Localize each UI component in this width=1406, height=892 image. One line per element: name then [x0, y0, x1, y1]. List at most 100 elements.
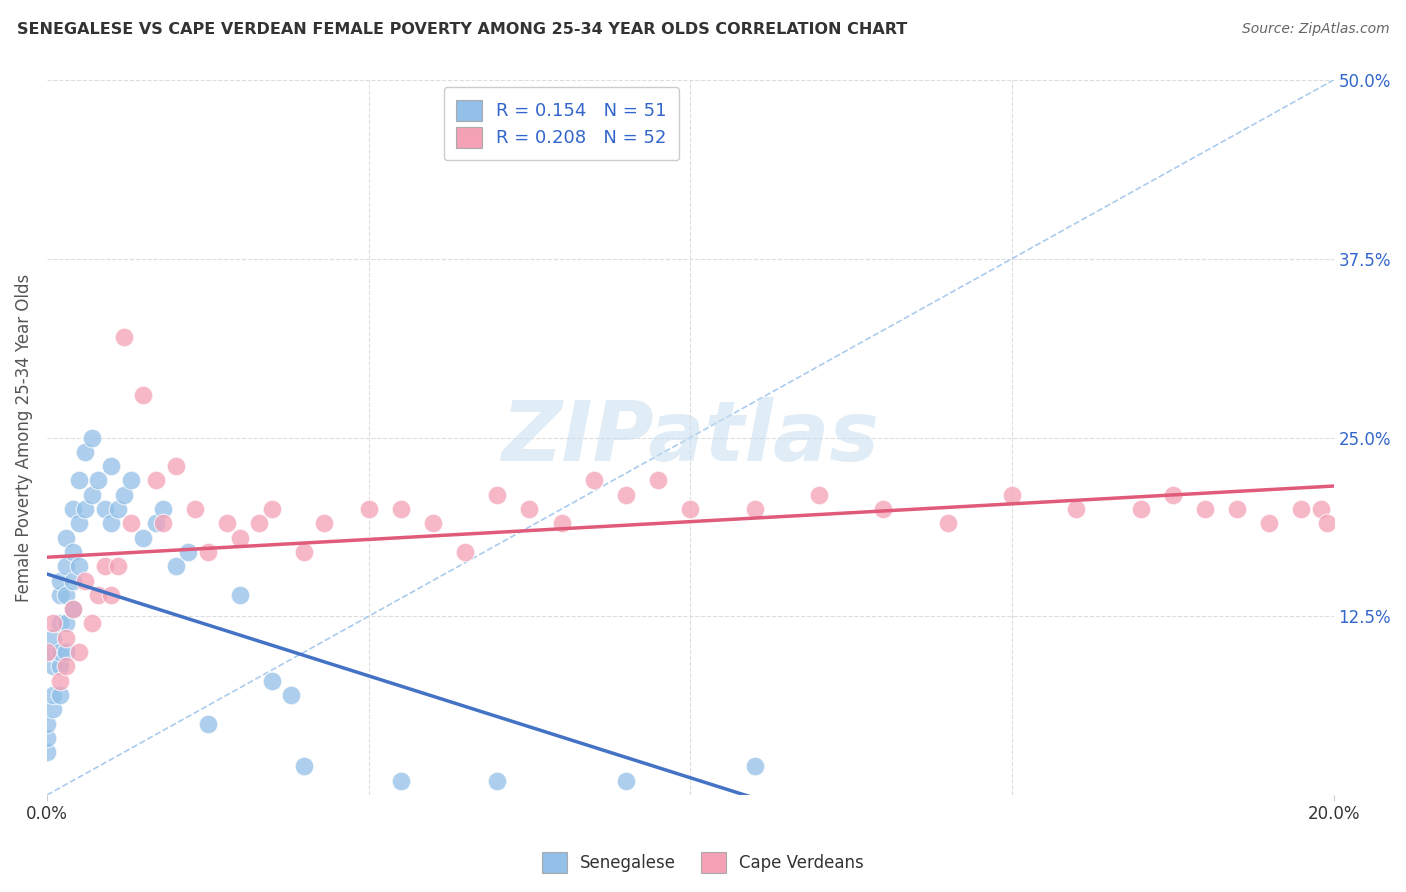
Point — [49, 616, 72, 631]
Text: ZIPatlas: ZIPatlas — [502, 397, 879, 478]
Point — [67, 516, 90, 531]
Point — [647, 474, 669, 488]
Point — [197, 545, 219, 559]
Point — [1129, 502, 1152, 516]
Point — [49, 659, 72, 673]
Y-axis label: Female Poverty Among 25-34 Year Olds: Female Poverty Among 25-34 Year Olds — [15, 273, 32, 601]
Point — [62, 574, 84, 588]
Point — [807, 488, 830, 502]
Point — [486, 773, 509, 788]
Point — [35, 716, 58, 731]
Point — [1226, 502, 1249, 516]
Point — [486, 488, 509, 502]
Point — [67, 474, 90, 488]
Point — [152, 516, 174, 531]
Point — [100, 588, 122, 602]
Point — [75, 574, 97, 588]
Point — [1316, 516, 1339, 531]
Point — [100, 516, 122, 531]
Point — [145, 474, 167, 488]
Point — [197, 716, 219, 731]
Point — [49, 673, 72, 688]
Point — [260, 502, 283, 516]
Point — [312, 516, 335, 531]
Point — [389, 502, 412, 516]
Point — [94, 559, 117, 574]
Point — [80, 488, 103, 502]
Point — [292, 545, 315, 559]
Point — [1194, 502, 1216, 516]
Point — [145, 516, 167, 531]
Point — [80, 430, 103, 444]
Point — [165, 459, 187, 474]
Point — [107, 559, 129, 574]
Legend: Senegalese, Cape Verdeans: Senegalese, Cape Verdeans — [536, 846, 870, 880]
Point — [229, 531, 252, 545]
Point — [80, 616, 103, 631]
Point — [55, 559, 77, 574]
Point — [1291, 502, 1313, 516]
Point — [49, 588, 72, 602]
Point — [872, 502, 894, 516]
Point — [62, 545, 84, 559]
Point — [42, 659, 65, 673]
Point — [67, 559, 90, 574]
Point — [67, 645, 90, 659]
Point — [120, 516, 142, 531]
Point — [247, 516, 270, 531]
Point — [582, 474, 605, 488]
Point — [1001, 488, 1024, 502]
Point — [177, 545, 200, 559]
Text: SENEGALESE VS CAPE VERDEAN FEMALE POVERTY AMONG 25-34 YEAR OLDS CORRELATION CHAR: SENEGALESE VS CAPE VERDEAN FEMALE POVERT… — [17, 22, 907, 37]
Point — [614, 773, 637, 788]
Point — [55, 531, 77, 545]
Point — [100, 459, 122, 474]
Point — [550, 516, 572, 531]
Point — [55, 659, 77, 673]
Point — [49, 645, 72, 659]
Point — [152, 502, 174, 516]
Point — [42, 688, 65, 702]
Point — [35, 645, 58, 659]
Point — [87, 474, 110, 488]
Point — [389, 773, 412, 788]
Point — [62, 502, 84, 516]
Point — [679, 502, 702, 516]
Point — [94, 502, 117, 516]
Point — [55, 588, 77, 602]
Point — [120, 474, 142, 488]
Point — [49, 688, 72, 702]
Point — [519, 502, 541, 516]
Point — [75, 502, 97, 516]
Point — [184, 502, 207, 516]
Point — [292, 759, 315, 773]
Point — [62, 602, 84, 616]
Point — [55, 645, 77, 659]
Point — [280, 688, 302, 702]
Point — [42, 616, 65, 631]
Text: Source: ZipAtlas.com: Source: ZipAtlas.com — [1241, 22, 1389, 37]
Point — [454, 545, 477, 559]
Point — [49, 574, 72, 588]
Point — [107, 502, 129, 516]
Point — [112, 488, 135, 502]
Point — [614, 488, 637, 502]
Point — [132, 387, 155, 401]
Point — [215, 516, 238, 531]
Point — [422, 516, 444, 531]
Point — [165, 559, 187, 574]
Point — [87, 588, 110, 602]
Point — [1064, 502, 1087, 516]
Point — [42, 702, 65, 716]
Point — [1161, 488, 1184, 502]
Point — [42, 645, 65, 659]
Point — [35, 731, 58, 745]
Point — [1309, 502, 1331, 516]
Legend: R = 0.154   N = 51, R = 0.208   N = 52: R = 0.154 N = 51, R = 0.208 N = 52 — [444, 87, 679, 161]
Point — [112, 330, 135, 344]
Point — [132, 531, 155, 545]
Point — [744, 502, 766, 516]
Point — [75, 445, 97, 459]
Point — [744, 759, 766, 773]
Point — [35, 745, 58, 759]
